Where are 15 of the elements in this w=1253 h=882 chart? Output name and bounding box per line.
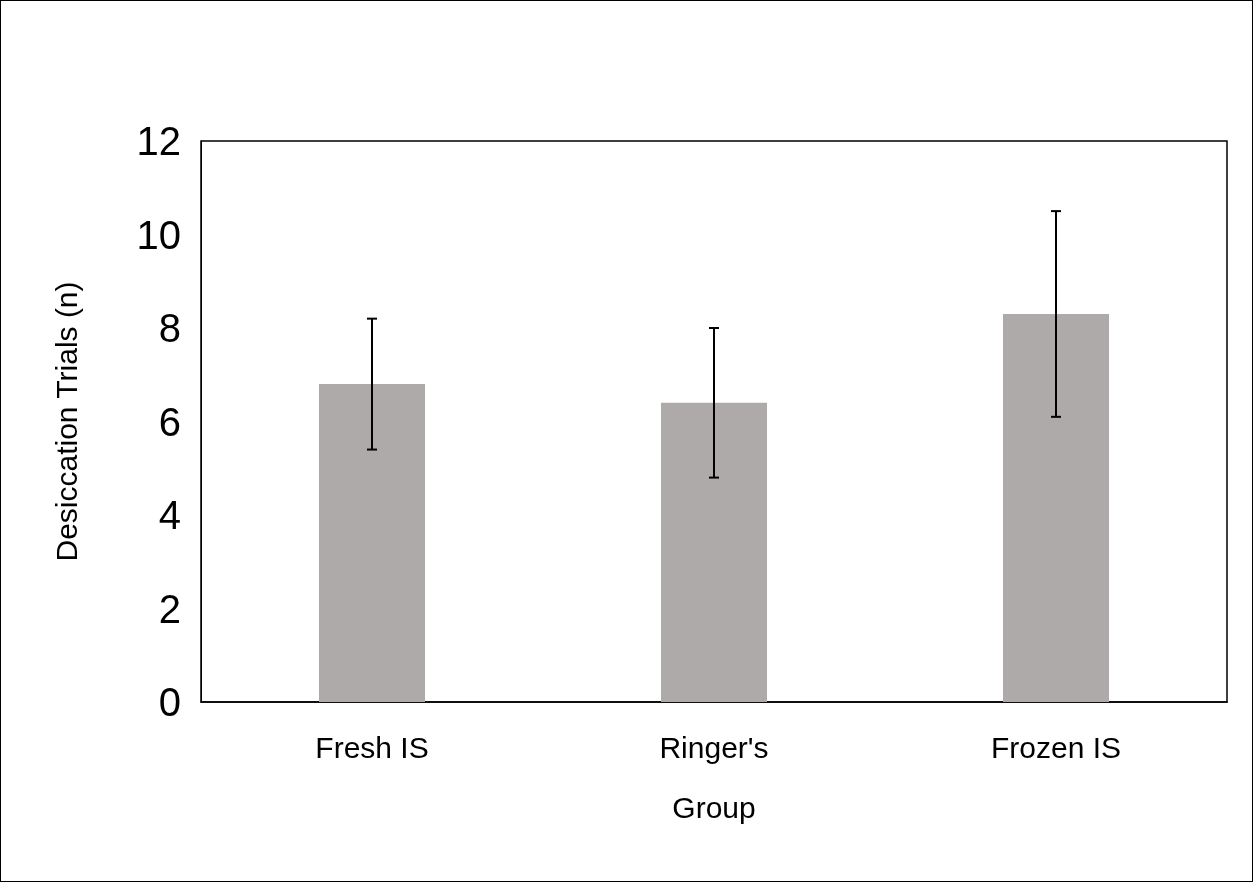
- x-tick-label: Frozen IS: [990, 730, 1122, 764]
- y-tick-label: 8: [158, 306, 181, 350]
- bar: [660, 402, 768, 702]
- y-axis-title: Desiccation Trials (n): [49, 281, 83, 562]
- y-tick-label: 6: [158, 399, 181, 444]
- x-tick-label: Ringer's: [659, 730, 769, 764]
- x-axis-title: Group: [672, 790, 756, 824]
- y-tick-label: 10: [136, 212, 181, 257]
- y-tick-label: 0: [158, 680, 181, 724]
- bar: [318, 384, 426, 702]
- x-tick-label: Fresh IS: [315, 730, 429, 764]
- y-tick-label: 4: [158, 493, 181, 537]
- y-tick-label: 12: [136, 119, 181, 163]
- bar: [1002, 313, 1110, 702]
- y-tick-label: 2: [158, 586, 181, 631]
